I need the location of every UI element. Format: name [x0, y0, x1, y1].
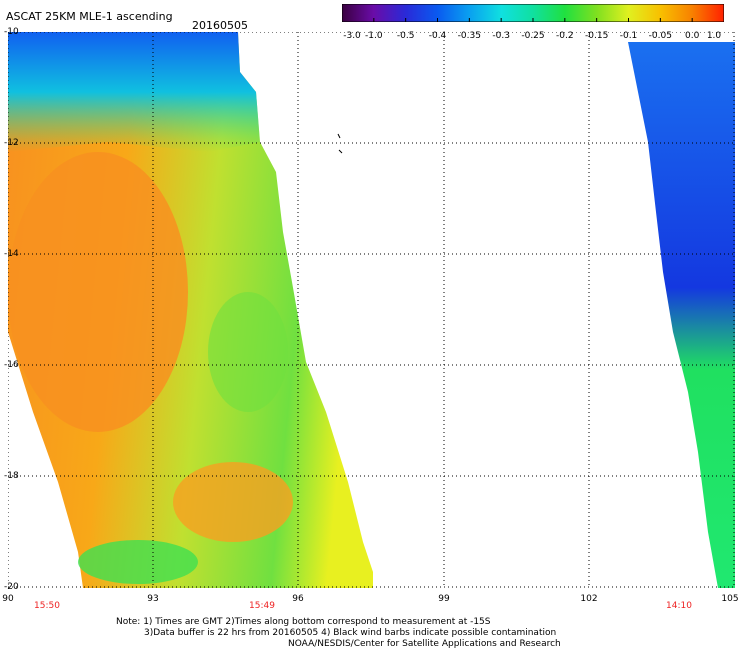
green-patch-2	[208, 292, 288, 412]
color-scale-label: -0.1	[619, 31, 638, 41]
time-label: 15:49	[249, 601, 275, 611]
lat-label: -14	[4, 249, 19, 259]
map-date: 20160505	[192, 19, 248, 32]
color-scale-label: -1.0	[365, 31, 383, 41]
time-label: 15:50	[34, 601, 60, 611]
color-scale-label: 1.0	[706, 31, 722, 41]
color-scale-label: -0.4	[428, 31, 447, 41]
lat-label: -20	[4, 582, 19, 592]
lat-label: -16	[4, 360, 19, 370]
color-scale-label: -3.0	[343, 31, 361, 41]
color-scale-gradient	[342, 4, 724, 22]
lon-label: 90	[2, 594, 14, 604]
lon-label: 93	[147, 594, 159, 604]
color-scale-label: -0.2	[556, 31, 574, 41]
map-grid	[8, 32, 735, 588]
wind-data-map	[8, 32, 735, 588]
color-scale-label: -0.25	[521, 31, 545, 41]
color-scale-label: -0.3	[492, 31, 510, 41]
orange-patch	[8, 152, 188, 432]
orange-patch-2	[173, 462, 293, 542]
color-scale-label: -0.5	[396, 31, 415, 41]
lat-label: -10	[4, 27, 19, 37]
color-scale-label: 0.0	[684, 31, 700, 41]
lon-label: 99	[438, 594, 450, 604]
right-swath	[628, 42, 735, 588]
color-scale-label: -0.05	[648, 31, 672, 41]
lon-label: 96	[292, 594, 304, 604]
map-title: ASCAT 25KM MLE-1 ascending	[6, 10, 173, 23]
color-scale-fill	[342, 4, 724, 22]
left-swath-top	[8, 32, 260, 152]
color-scale-label: -0.15	[585, 31, 609, 41]
note-line-1: Note: 1) Times are GMT 2)Times along bot…	[116, 617, 491, 627]
lon-label: 102	[580, 594, 598, 604]
green-patch	[78, 540, 198, 584]
lat-label: -18	[4, 471, 19, 481]
lat-label: -12	[4, 138, 19, 148]
time-label: 14:10	[666, 601, 692, 611]
lon-label: 105	[721, 594, 739, 604]
note-line-2: 3)Data buffer is 22 hrs from 20160505 4)…	[144, 628, 557, 638]
wind-barb-mark	[337, 133, 343, 154]
note-line-3: NOAA/NESDIS/Center for Satellite Applica…	[288, 639, 561, 649]
color-scale-label: -0.35	[457, 31, 481, 41]
color-scale-bar: -3.0 -1.0 -0.5 -0.4 -0.35 -0.3 -0.25 -0.2 -0.15-…	[342, 4, 724, 44]
